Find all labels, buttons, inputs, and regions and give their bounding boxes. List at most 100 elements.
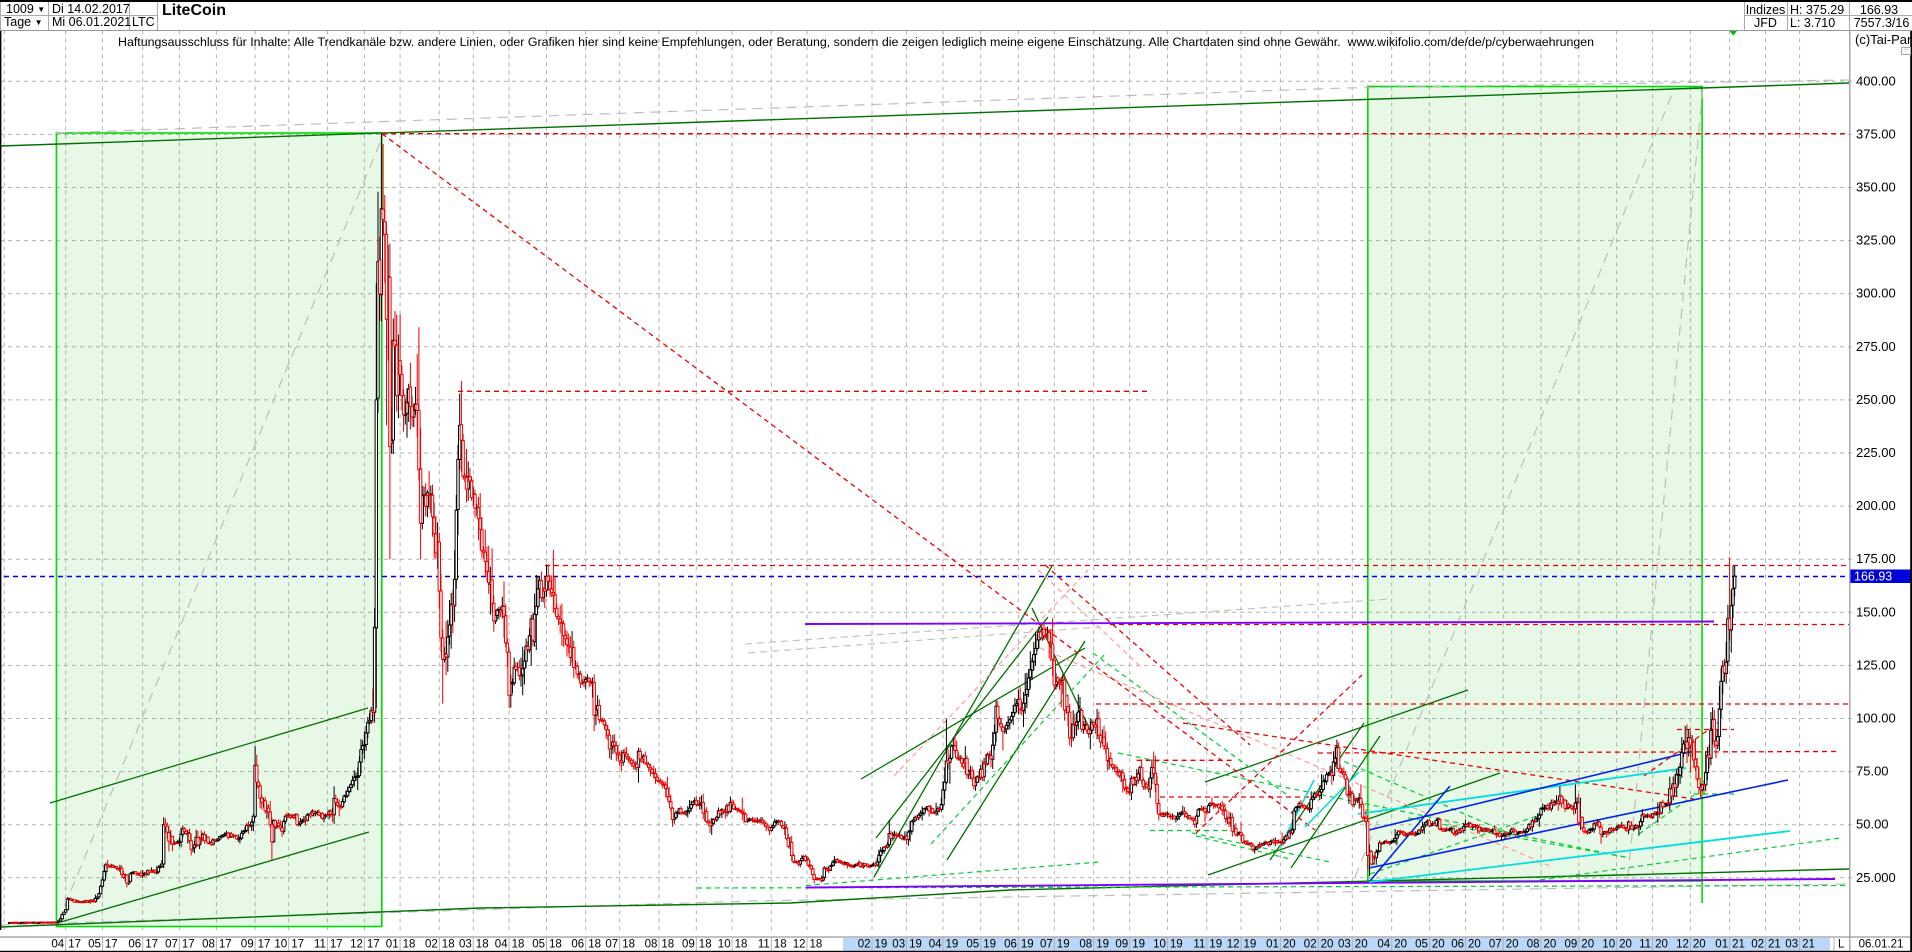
svg-text:11: 11 [1193, 939, 1205, 951]
svg-text:10: 10 [1602, 939, 1615, 951]
svg-text:18: 18 [810, 939, 823, 951]
svg-text:20: 20 [1468, 939, 1481, 951]
svg-text:20: 20 [1693, 939, 1706, 951]
svg-text:150.00: 150.00 [1856, 604, 1896, 619]
svg-text:L: L [1838, 939, 1845, 951]
svg-text:19: 19 [1096, 939, 1109, 951]
svg-text:05: 05 [88, 939, 101, 951]
svg-text:06.01.21: 06.01.21 [1859, 939, 1904, 951]
svg-text:10: 10 [718, 939, 731, 951]
svg-text:17: 17 [330, 939, 343, 951]
svg-text:07: 07 [1040, 939, 1053, 951]
svg-text:06: 06 [571, 939, 584, 951]
svg-text:21: 21 [1768, 939, 1781, 951]
svg-text:09: 09 [682, 939, 695, 951]
svg-text:17: 17 [105, 939, 118, 951]
svg-text:375.00: 375.00 [1856, 126, 1896, 141]
svg-text:125.00: 125.00 [1856, 657, 1896, 672]
svg-text:11: 11 [314, 939, 326, 951]
svg-text:08: 08 [1527, 939, 1540, 951]
svg-text:20: 20 [1506, 939, 1519, 951]
svg-text:03: 03 [1338, 939, 1351, 951]
svg-text:10: 10 [1153, 939, 1166, 951]
svg-text:225.00: 225.00 [1856, 445, 1896, 460]
svg-text:21: 21 [1732, 939, 1745, 951]
svg-text:17: 17 [182, 939, 195, 951]
svg-text:50.00: 50.00 [1856, 817, 1889, 832]
svg-text:19: 19 [1170, 939, 1183, 951]
svg-text:400.00: 400.00 [1856, 73, 1896, 88]
svg-text:11: 11 [1639, 939, 1651, 951]
svg-text:04: 04 [929, 939, 942, 951]
svg-text:75.00: 75.00 [1856, 764, 1889, 779]
svg-text:07: 07 [165, 939, 178, 951]
svg-text:12: 12 [793, 939, 806, 951]
svg-text:19: 19 [1244, 939, 1257, 951]
svg-text:17: 17 [291, 939, 304, 951]
svg-text:19: 19 [983, 939, 996, 951]
svg-text:20: 20 [1355, 939, 1368, 951]
svg-text:18: 18 [588, 939, 601, 951]
svg-text:300.00: 300.00 [1856, 286, 1896, 301]
svg-text:08: 08 [202, 939, 215, 951]
svg-text:06: 06 [1451, 939, 1464, 951]
svg-text:17: 17 [68, 939, 81, 951]
svg-text:06: 06 [1004, 939, 1017, 951]
svg-text:20: 20 [1432, 939, 1445, 951]
svg-text:250.00: 250.00 [1856, 392, 1896, 407]
svg-text:01: 01 [1266, 939, 1279, 951]
svg-text:10: 10 [274, 939, 287, 951]
svg-text:02: 02 [425, 939, 438, 951]
svg-text:350.00: 350.00 [1856, 180, 1896, 195]
svg-text:20: 20 [1619, 939, 1632, 951]
svg-text:166.93: 166.93 [1854, 570, 1892, 584]
svg-text:18: 18 [622, 939, 635, 951]
svg-text:20: 20 [1394, 939, 1407, 951]
svg-text:20: 20 [1655, 939, 1668, 951]
svg-text:11: 11 [758, 939, 770, 951]
svg-text:01: 01 [1715, 939, 1728, 951]
svg-text:175.00: 175.00 [1856, 551, 1896, 566]
svg-text:07: 07 [1489, 939, 1502, 951]
svg-text:02: 02 [1751, 939, 1764, 951]
svg-text:02: 02 [1304, 939, 1317, 951]
svg-text:325.00: 325.00 [1856, 233, 1896, 248]
svg-text:18: 18 [661, 939, 674, 951]
svg-text:20: 20 [1283, 939, 1296, 951]
svg-text:275.00: 275.00 [1856, 339, 1896, 354]
svg-text:03: 03 [892, 939, 905, 951]
svg-text:20: 20 [1581, 939, 1594, 951]
svg-text:20: 20 [1544, 939, 1557, 951]
svg-text:19: 19 [1132, 939, 1145, 951]
svg-text:18: 18 [512, 939, 525, 951]
svg-text:02: 02 [858, 939, 871, 951]
svg-text:18: 18 [549, 939, 562, 951]
svg-text:17: 17 [219, 939, 232, 951]
svg-text:100.00: 100.00 [1856, 711, 1896, 726]
svg-text:04: 04 [495, 939, 508, 951]
svg-text:05: 05 [1415, 939, 1428, 951]
svg-text:12: 12 [1227, 939, 1240, 951]
svg-text:17: 17 [145, 939, 158, 951]
svg-text:18: 18 [699, 939, 712, 951]
svg-text:19: 19 [1057, 939, 1070, 951]
svg-text:17: 17 [367, 939, 380, 951]
svg-text:19: 19 [875, 939, 888, 951]
svg-text:08: 08 [645, 939, 658, 951]
svg-text:05: 05 [532, 939, 545, 951]
svg-text:18: 18 [735, 939, 748, 951]
svg-text:08: 08 [1079, 939, 1092, 951]
svg-text:25.000: 25.000 [1856, 870, 1896, 885]
svg-text:09: 09 [241, 939, 254, 951]
svg-text:21: 21 [1802, 939, 1815, 951]
svg-text:20: 20 [1321, 939, 1334, 951]
svg-text:18: 18 [774, 939, 787, 951]
svg-text:07: 07 [605, 939, 618, 951]
svg-text:09: 09 [1115, 939, 1128, 951]
svg-text:200.00: 200.00 [1856, 498, 1896, 513]
svg-text:06: 06 [128, 939, 141, 951]
svg-text:01: 01 [386, 939, 399, 951]
svg-text:18: 18 [403, 939, 416, 951]
svg-text:17: 17 [258, 939, 271, 951]
svg-text:18: 18 [442, 939, 455, 951]
